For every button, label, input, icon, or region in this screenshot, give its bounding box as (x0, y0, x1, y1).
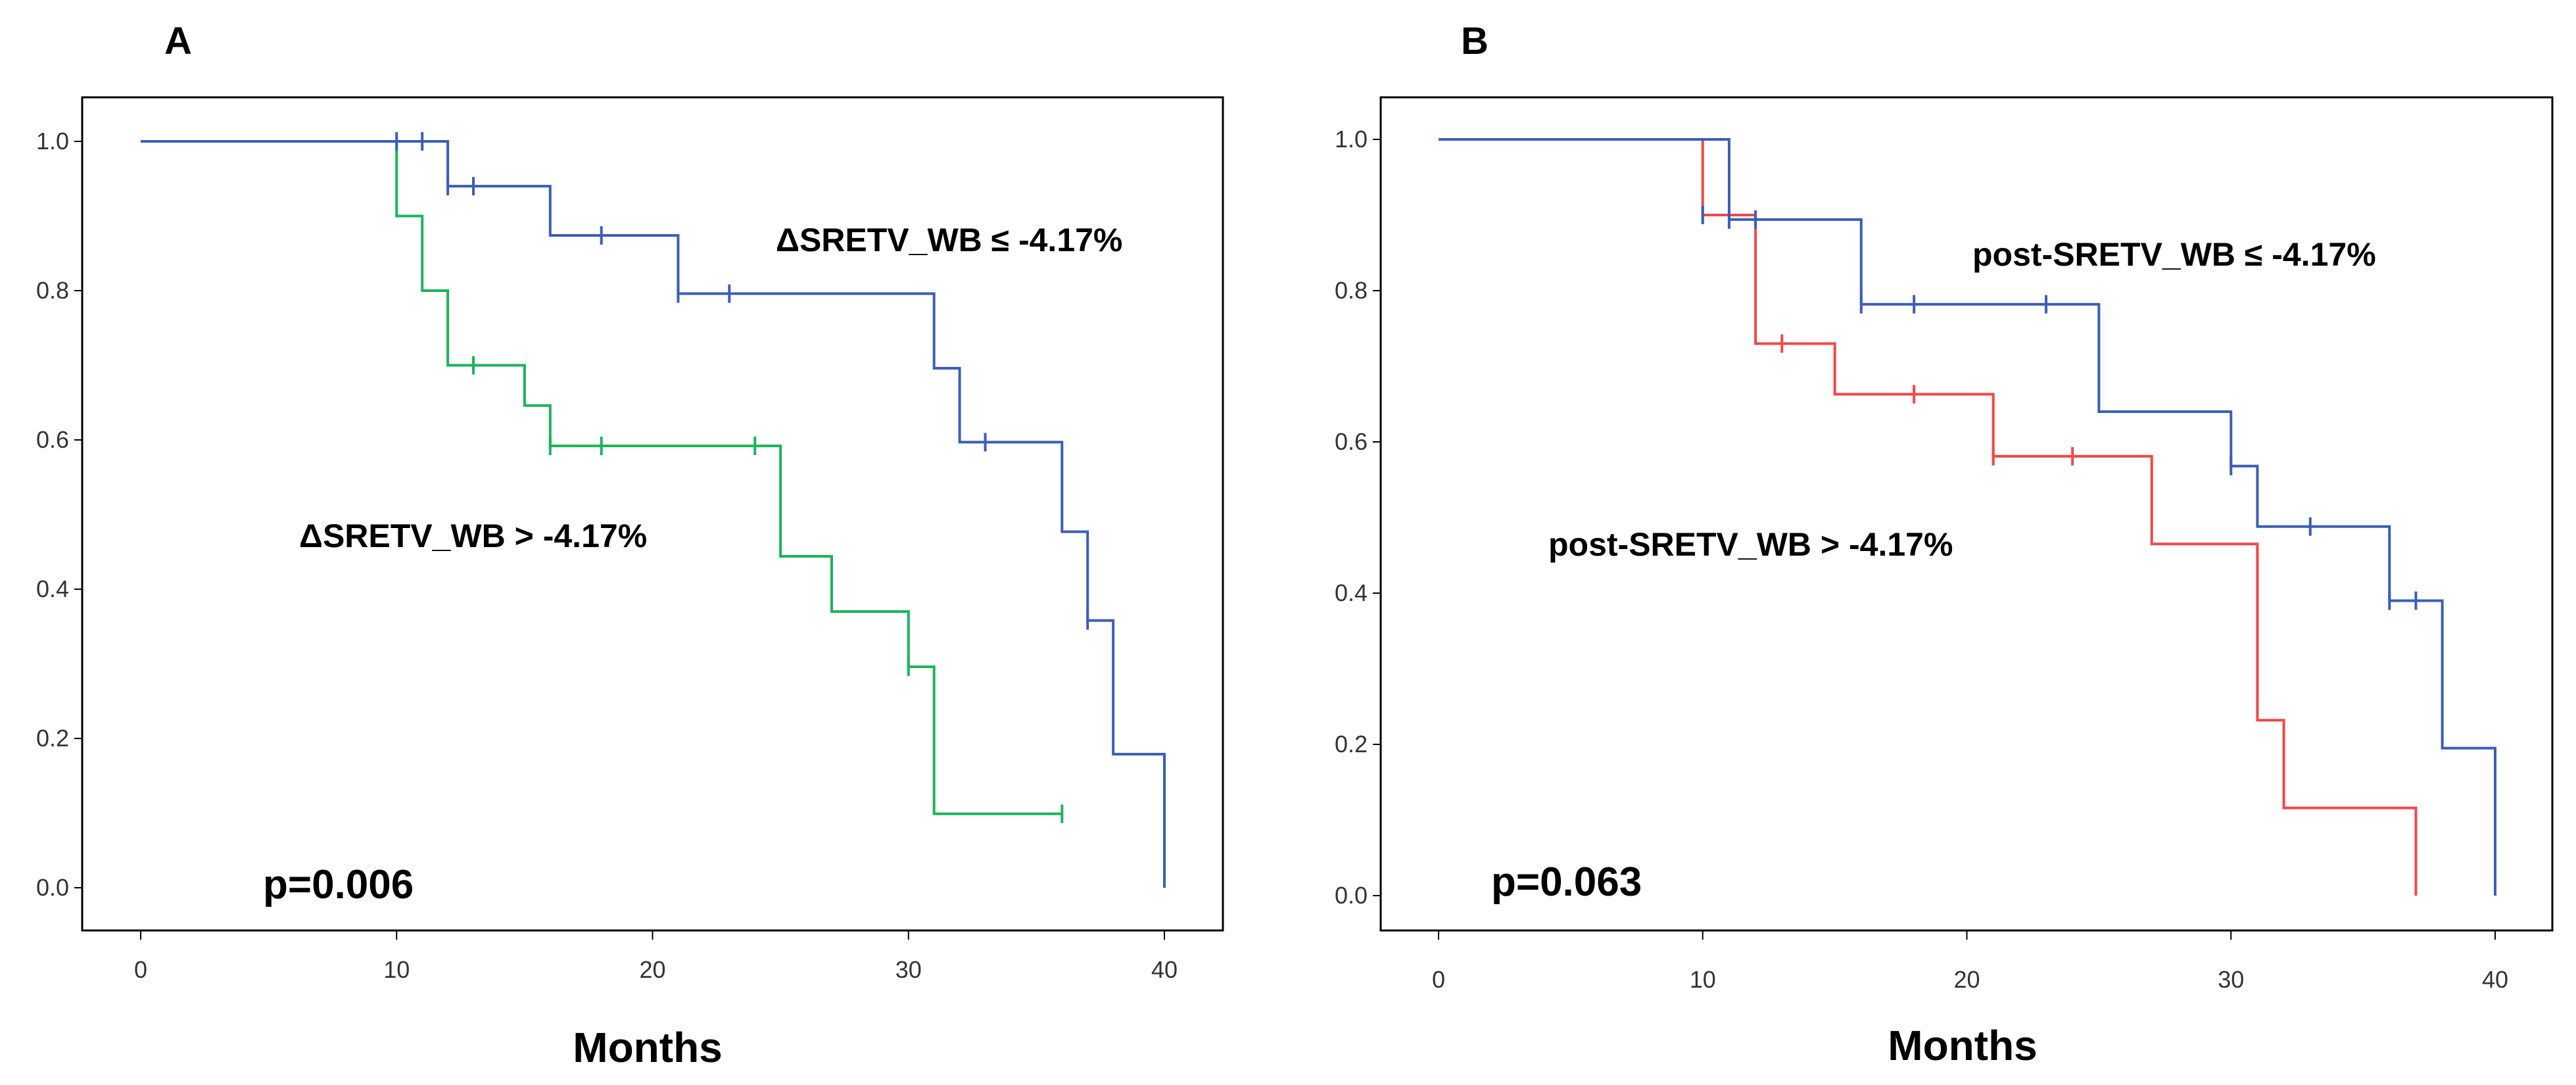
x-tick-label: 40 (2482, 966, 2508, 993)
x-tick-label: 0 (1432, 966, 1445, 993)
y-tick-label: 0.2 (1335, 731, 1368, 758)
plot-frame (1379, 96, 2554, 932)
x-tick-label: 30 (895, 956, 922, 983)
x-axis-title: Months (1888, 1022, 2038, 1069)
y-tick-label: 0.6 (1335, 428, 1368, 455)
panel-a: A 0.0 0.2 0.4 0.6 0.8 1.0 0 10 20 30 40 Months ΔSRETV… (36, 20, 1224, 1071)
x-tick-label: 20 (1953, 966, 1980, 993)
y-tick-label: 0.8 (1335, 277, 1368, 304)
y-tick-label: 1.0 (1335, 126, 1368, 153)
x-tick-label: 10 (383, 956, 410, 983)
y-tick-label: 1.0 (36, 128, 69, 155)
panel-letter: A (164, 20, 192, 62)
x-tick-label: 40 (1151, 956, 1178, 983)
y-tick-label: 0.2 (36, 725, 69, 752)
curve-label: post-SRETV_WB > -4.17% (1548, 526, 1953, 563)
survival-curve (141, 140, 1166, 888)
curve-label: post-SRETV_WB ≤ -4.17% (1972, 236, 2376, 273)
panel-letter: B (1461, 20, 1489, 62)
panel-b: B 0.0 0.2 0.4 0.6 0.8 1.0 0 10 20 30 40 Months post-S… (1335, 20, 2554, 1069)
y-tick-label: 0.4 (36, 575, 69, 602)
x-tick-label: 10 (1690, 966, 1716, 993)
y-tick-label: 0.0 (36, 874, 69, 901)
y-tick-label: 0.8 (36, 277, 69, 304)
p-value-label: p=0.063 (1491, 859, 1642, 905)
x-tick-label: 30 (2218, 966, 2244, 993)
curve-label: ΔSRETV_WB > -4.17% (299, 518, 647, 554)
p-value-label: p=0.006 (263, 862, 414, 907)
x-tick-label: 0 (134, 956, 147, 983)
x-axis-title: Months (573, 1024, 723, 1071)
y-tick-label: 0.6 (36, 426, 69, 453)
x-tick-label: 20 (639, 956, 665, 983)
curve-label: ΔSRETV_WB ≤ -4.17% (776, 222, 1122, 258)
y-tick-label: 0.0 (1335, 882, 1368, 909)
y-tick-label: 0.4 (1335, 579, 1368, 606)
